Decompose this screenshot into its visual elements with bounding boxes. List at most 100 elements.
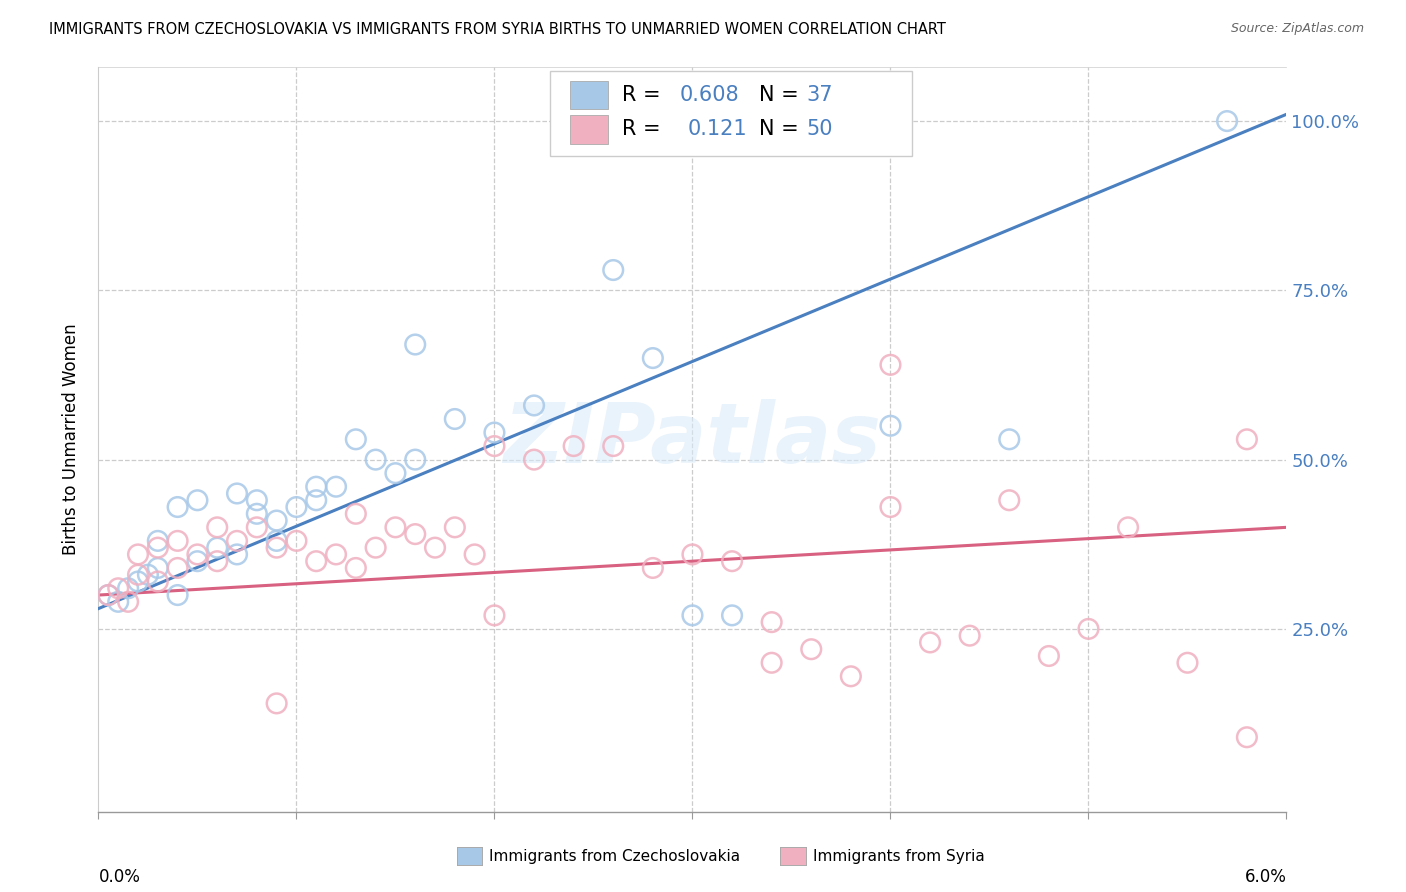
Point	[207, 520, 229, 534]
Point	[127, 548, 149, 562]
Point	[562, 439, 585, 453]
Point	[226, 486, 249, 500]
Point	[384, 466, 406, 480]
Point	[602, 263, 624, 277]
Point	[285, 533, 308, 548]
Point	[384, 520, 406, 534]
Point	[423, 541, 446, 555]
Point	[1236, 730, 1258, 744]
Point	[117, 582, 139, 596]
Point	[364, 541, 387, 555]
Point	[523, 399, 546, 413]
Point	[305, 554, 328, 568]
Text: 0.121: 0.121	[688, 120, 748, 139]
Point	[879, 418, 901, 433]
Point	[146, 541, 169, 555]
Point	[207, 554, 229, 568]
Point	[266, 697, 288, 711]
Point	[186, 493, 208, 508]
Point	[920, 635, 942, 649]
Point	[266, 514, 288, 528]
Point	[444, 520, 467, 534]
Point	[1177, 656, 1199, 670]
Text: 6.0%: 6.0%	[1244, 868, 1286, 886]
Point	[117, 595, 139, 609]
Point	[721, 554, 744, 568]
Point	[1216, 114, 1239, 128]
Point	[226, 533, 249, 548]
Y-axis label: Births to Unmarried Women: Births to Unmarried Women	[62, 324, 80, 555]
Point	[681, 608, 703, 623]
Point	[879, 358, 901, 372]
Text: IMMIGRANTS FROM CZECHOSLOVAKIA VS IMMIGRANTS FROM SYRIA BIRTHS TO UNMARRIED WOME: IMMIGRANTS FROM CZECHOSLOVAKIA VS IMMIGR…	[49, 22, 946, 37]
Point	[127, 567, 149, 582]
Point	[761, 615, 783, 629]
Point	[523, 452, 546, 467]
Point	[166, 500, 188, 514]
Point	[761, 656, 783, 670]
Point	[146, 533, 169, 548]
Text: Immigrants from Czechoslovakia: Immigrants from Czechoslovakia	[489, 849, 741, 863]
Point	[641, 351, 664, 365]
Text: Source: ZipAtlas.com: Source: ZipAtlas.com	[1230, 22, 1364, 36]
Point	[97, 588, 120, 602]
Point	[344, 433, 367, 447]
Text: N =: N =	[759, 86, 806, 105]
Text: 0.608: 0.608	[679, 86, 740, 105]
Point	[246, 493, 269, 508]
Point	[226, 548, 249, 562]
Point	[444, 412, 467, 426]
Point	[998, 493, 1021, 508]
Point	[344, 507, 367, 521]
Text: Immigrants from Syria: Immigrants from Syria	[813, 849, 984, 863]
Text: 37: 37	[807, 86, 832, 105]
Point	[1077, 622, 1099, 636]
Point	[879, 500, 901, 514]
Point	[364, 452, 387, 467]
Text: R =: R =	[623, 86, 668, 105]
Point	[998, 433, 1021, 447]
Point	[721, 608, 744, 623]
Point	[266, 541, 288, 555]
Point	[602, 439, 624, 453]
Point	[1236, 433, 1258, 447]
Point	[97, 588, 120, 602]
Point	[186, 554, 208, 568]
Point	[800, 642, 823, 657]
Point	[146, 561, 169, 575]
Point	[166, 588, 188, 602]
Point	[681, 548, 703, 562]
Point	[404, 527, 426, 541]
Point	[136, 567, 159, 582]
Point	[404, 452, 426, 467]
Point	[107, 582, 129, 596]
Point	[1116, 520, 1139, 534]
Point	[959, 629, 981, 643]
Point	[107, 595, 129, 609]
Point	[641, 561, 664, 575]
Text: 0.0%: 0.0%	[98, 868, 141, 886]
Point	[484, 608, 506, 623]
Point	[246, 507, 269, 521]
Point	[186, 548, 208, 562]
Text: R =: R =	[623, 120, 675, 139]
Point	[1038, 648, 1060, 663]
Point	[484, 425, 506, 440]
Point	[166, 533, 188, 548]
Point	[484, 439, 506, 453]
Point	[146, 574, 169, 589]
Point	[325, 548, 347, 562]
FancyBboxPatch shape	[550, 70, 912, 156]
Text: N =: N =	[759, 120, 806, 139]
Point	[246, 520, 269, 534]
FancyBboxPatch shape	[569, 115, 609, 144]
Point	[344, 561, 367, 575]
Point	[839, 669, 862, 683]
Text: ZIPatlas: ZIPatlas	[503, 399, 882, 480]
Point	[285, 500, 308, 514]
Point	[305, 480, 328, 494]
Point	[464, 548, 486, 562]
Point	[305, 493, 328, 508]
Point	[127, 574, 149, 589]
Point	[325, 480, 347, 494]
